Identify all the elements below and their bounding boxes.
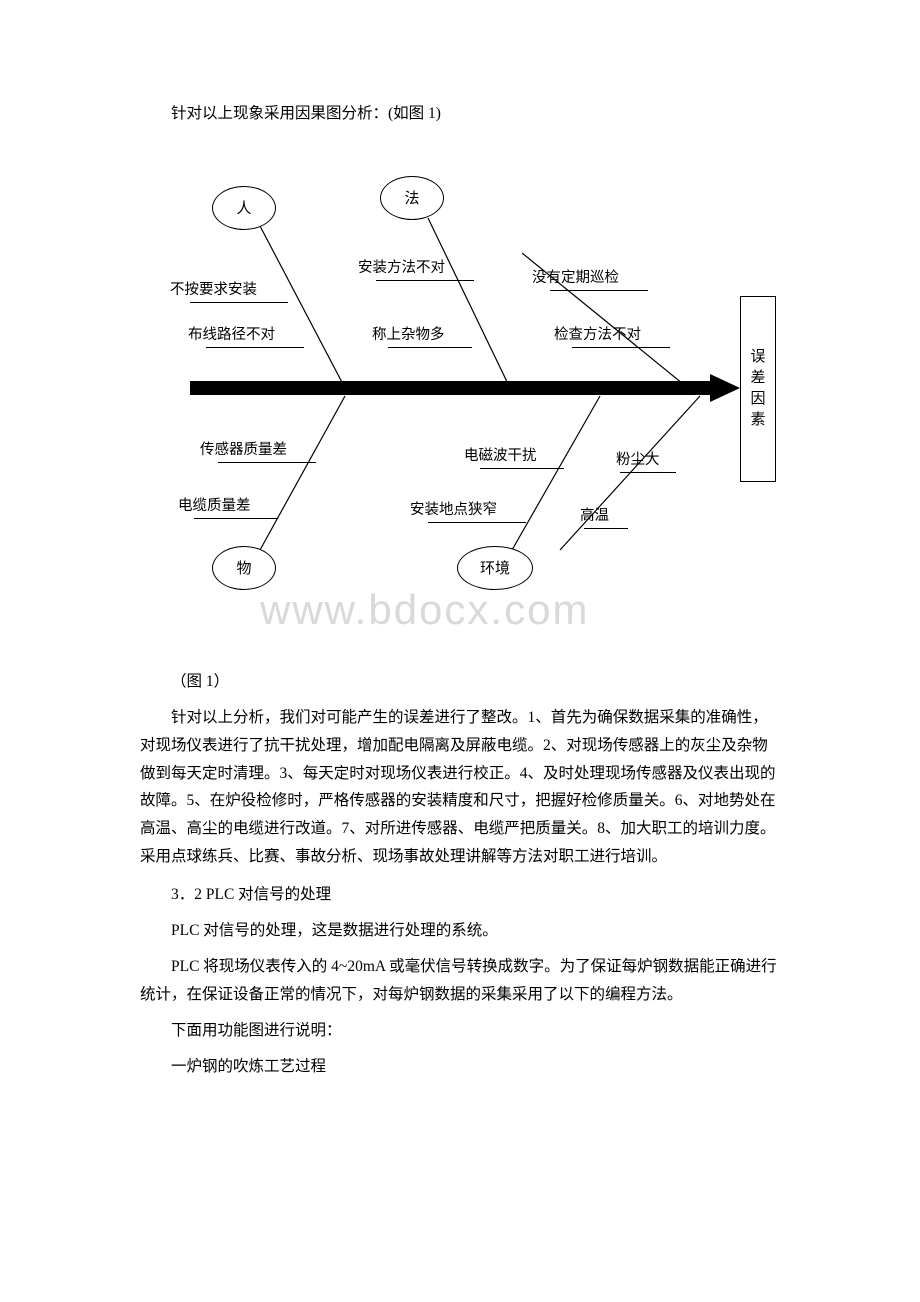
cause-label: 高温 [580,504,609,525]
cause-underline [480,468,564,469]
effect-char: 素 [750,410,765,431]
heading-3-2: 3．2 PLC 对信号的处理 [140,881,780,909]
category-person: 人 [212,186,276,230]
plc-paragraph-2: PLC 将现场仪表传入的 4~20mA 或毫伏信号转换成数字。为了保证每炉钢数据… [140,953,780,1009]
cause-underline [428,522,526,523]
cause-label: 检查方法不对 [554,323,641,344]
category-method-label: 法 [404,187,419,208]
plc-paragraph-1: PLC 对信号的处理，这是数据进行处理的系统。 [140,917,780,945]
cause-underline [572,347,670,348]
spine-arrowhead-icon [710,374,740,402]
effect-char: 误 [750,347,765,368]
bone-line [512,396,600,550]
cause-underline [376,280,474,281]
cause-label: 电磁波干扰 [464,444,537,465]
fishbone-diagram: 人 法 物 环境 不按要求安装 布线路径不对 安装方法不对 称上杂物多 没有定期… [140,148,780,608]
cause-label: 没有定期巡检 [532,266,619,287]
cause-underline [190,302,288,303]
bone-line [260,396,345,550]
cause-underline [620,472,676,473]
cause-label: 称上杂物多 [372,323,445,344]
category-material: 物 [212,546,276,590]
category-environment-label: 环境 [480,557,510,578]
cause-underline [194,518,278,519]
analysis-paragraph: 针对以上分析，我们对可能产生的误差进行了整改。1、首先为确保数据采集的准确性，对… [140,704,780,871]
cause-label: 不按要求安装 [170,278,257,299]
process-paragraph: 一炉钢的吹炼工艺过程 [140,1053,780,1081]
cause-label: 传感器质量差 [200,438,287,459]
cause-underline [218,462,316,463]
category-person-label: 人 [236,197,251,218]
cause-underline [550,290,648,291]
bone-line [260,226,345,388]
below-paragraph: 下面用功能图进行说明： [140,1017,780,1045]
cause-label: 电缆质量差 [178,494,251,515]
bone-line [560,396,700,550]
cause-underline [388,347,472,348]
cause-label: 布线路径不对 [188,323,275,344]
category-material-label: 物 [236,557,251,578]
cause-label: 安装地点狭窄 [410,498,497,519]
effect-char: 差 [750,368,765,389]
category-environment: 环境 [457,546,533,590]
figure-caption: （图 1） [140,668,780,696]
intro-text: 针对以上现象采用因果图分析：(如图 1) [140,100,780,128]
effect-char: 因 [750,389,765,410]
cause-underline [206,347,304,348]
cause-label: 安装方法不对 [358,256,445,277]
category-method: 法 [380,176,444,220]
cause-label: 粉尘大 [616,448,660,469]
bone-line [428,218,510,388]
cause-underline [584,528,628,529]
effect-box: 误 差 因 素 [740,296,776,482]
